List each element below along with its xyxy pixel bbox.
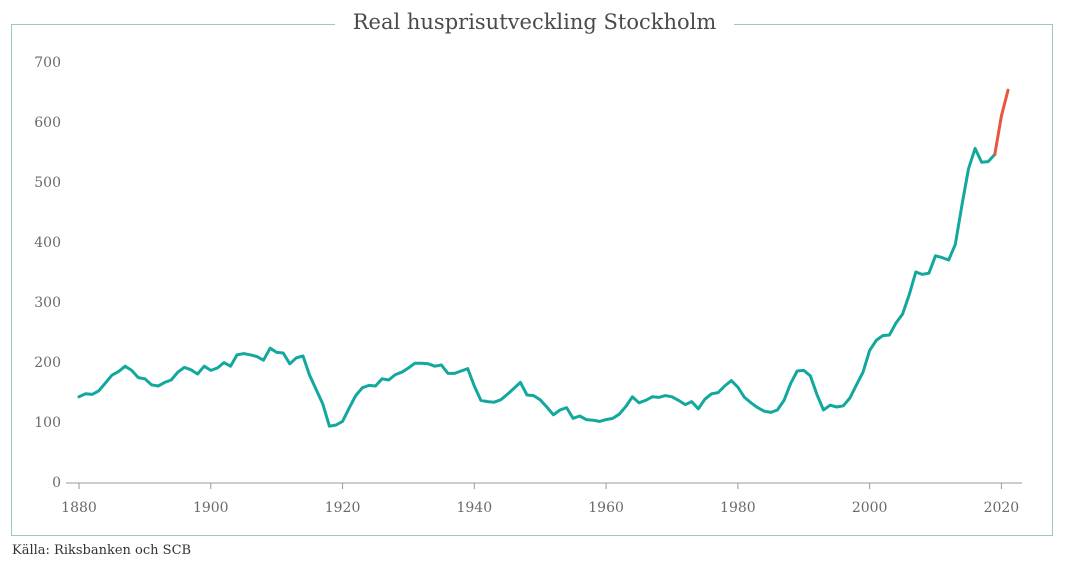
x-tick-label: 1920	[325, 500, 361, 516]
series-line-recent	[993, 88, 1010, 156]
y-tick-label: 300	[34, 295, 61, 311]
y-tick-label: 200	[34, 355, 61, 371]
x-tick-label: 2000	[852, 500, 888, 516]
chart-title-text: Real husprisutveckling Stockholm	[334, 10, 735, 34]
y-tick-label: 100	[34, 415, 61, 431]
x-tick-label: 2020	[984, 500, 1020, 516]
x-tick-label: 1980	[720, 500, 756, 516]
series-line-historical	[77, 146, 997, 428]
y-tick-label: 400	[34, 235, 61, 251]
x-tick-label: 1960	[588, 500, 624, 516]
chart-title: Real husprisutveckling Stockholm	[0, 10, 1069, 34]
source-note: Källa: Riksbanken och SCB	[12, 543, 192, 558]
y-tick-label: 500	[34, 175, 61, 191]
y-tick-label: 0	[52, 475, 61, 491]
x-tick-label: 1940	[456, 500, 492, 516]
y-tick-label: 700	[34, 55, 61, 71]
x-tick-label: 1900	[193, 500, 229, 516]
x-tick-label: 1880	[61, 500, 97, 516]
y-tick-label: 600	[34, 115, 61, 131]
